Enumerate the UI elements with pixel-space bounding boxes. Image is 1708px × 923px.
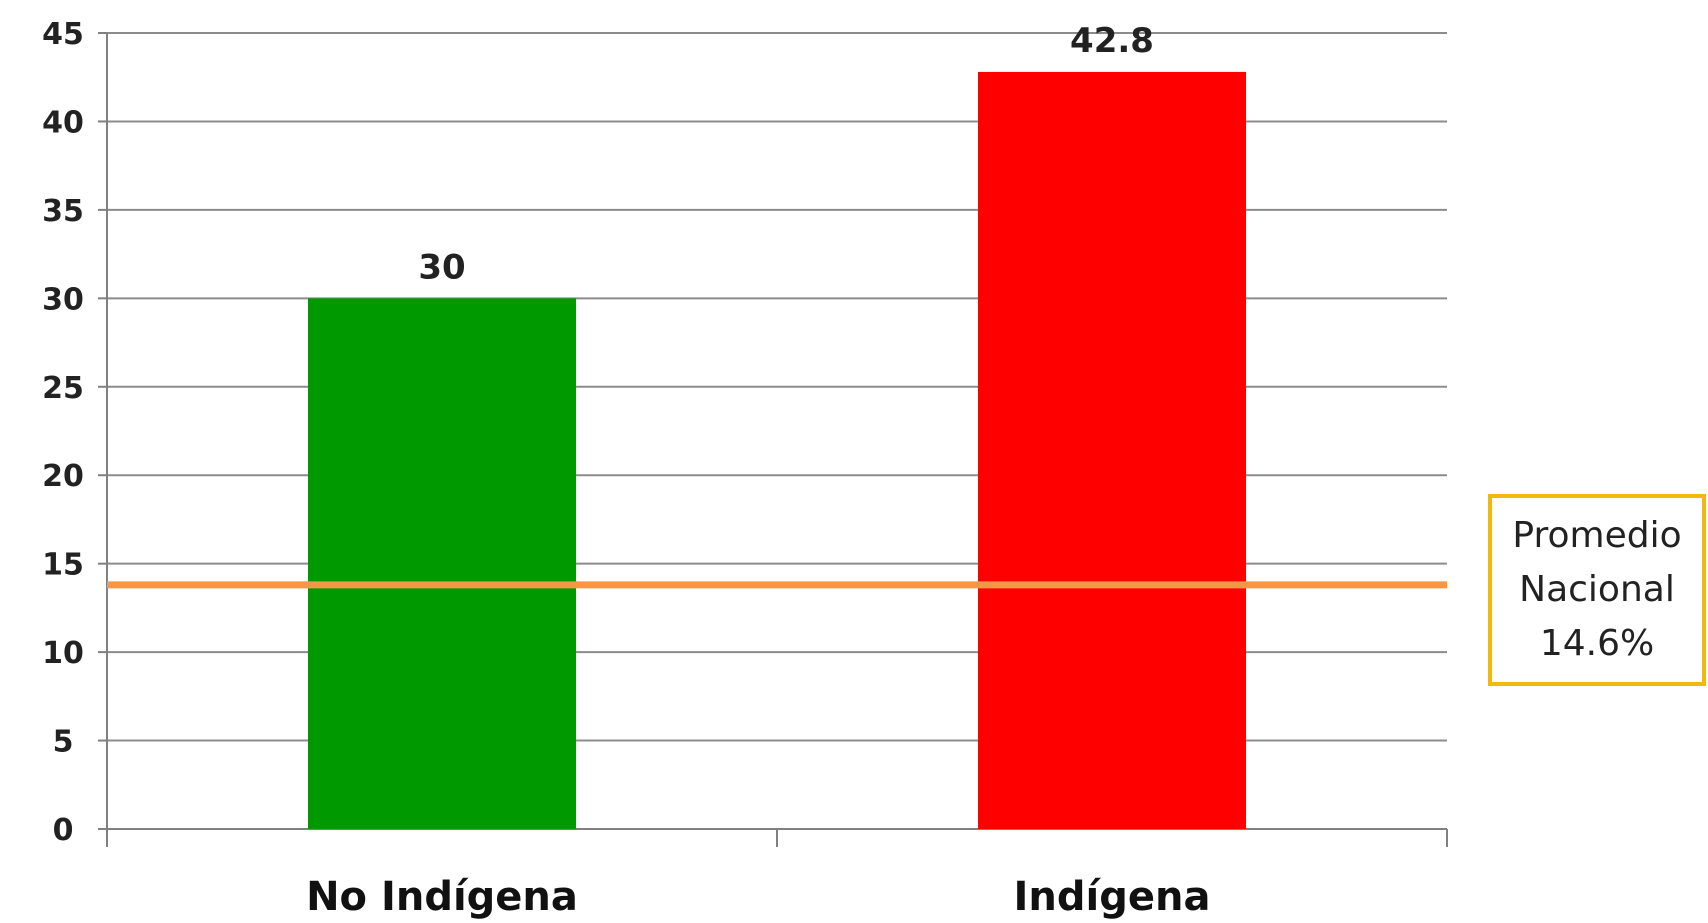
y-tick-label-5: 5 <box>53 725 74 760</box>
y-tick-label-25: 25 <box>42 371 84 406</box>
data-label-no-ind-gena: 30 <box>418 247 465 287</box>
bars <box>308 71 1246 830</box>
reference-label-line-1: Promedio <box>1512 515 1682 556</box>
y-tick-label-0: 0 <box>53 813 74 848</box>
x-axis-ticks <box>106 829 1448 847</box>
y-tick-label-45: 45 <box>42 17 84 52</box>
y-tick-label-35: 35 <box>42 194 84 229</box>
data-label-ind-gena: 42.8 <box>1070 21 1154 61</box>
y-tick-label-10: 10 <box>42 636 84 671</box>
data-labels: 30 42.8 <box>418 21 1154 287</box>
category-label-no-ind-gena: No Indígena <box>306 874 578 920</box>
reference-label-line-3: 14.6% <box>1539 623 1655 664</box>
y-tick-label-20: 20 <box>42 459 84 494</box>
y-tick-label-40: 40 <box>42 105 84 140</box>
bar-no-ind-gena <box>308 298 576 829</box>
reference-label-line-2: Nacional <box>1519 569 1675 610</box>
y-tick-label-30: 30 <box>42 282 84 317</box>
category-labels: No Indígena Indígena <box>306 874 1210 920</box>
reference-line-label: Promedio Nacional 14.6% <box>1488 494 1706 686</box>
y-tick-label-15: 15 <box>42 548 84 583</box>
y-axis-ticks: 0 5 10 15 20 25 30 35 40 45 <box>42 17 107 848</box>
bar-ind-gena <box>978 71 1246 830</box>
category-label-ind-gena: Indígena <box>1014 874 1211 920</box>
